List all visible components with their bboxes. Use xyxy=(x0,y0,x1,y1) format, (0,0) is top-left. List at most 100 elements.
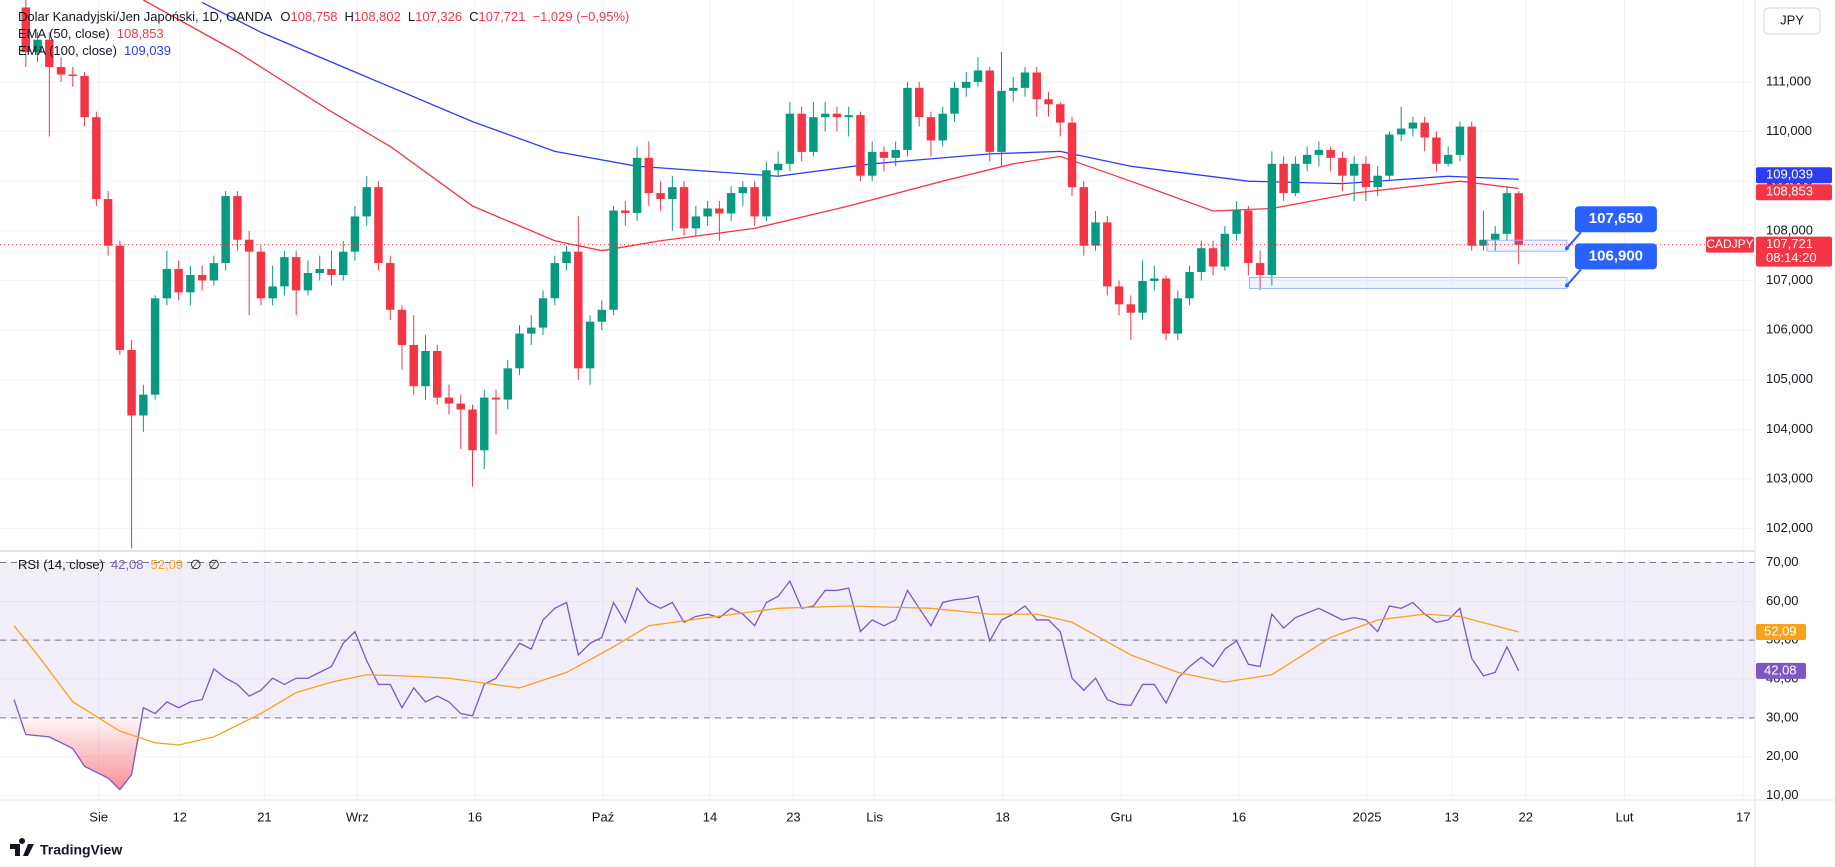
ema100-value: 109,039 xyxy=(124,43,171,58)
candle-body xyxy=(985,70,994,152)
candle-body xyxy=(362,187,371,217)
y-tick-label: 60,00 xyxy=(1766,593,1799,608)
candle-body xyxy=(1185,272,1194,299)
candle-body xyxy=(1138,280,1147,313)
candle-body xyxy=(997,90,1006,152)
candle-body xyxy=(1126,304,1136,313)
candle-body xyxy=(1314,149,1324,155)
candle-body xyxy=(374,187,383,264)
candle-body xyxy=(914,87,924,118)
candle-body xyxy=(891,149,900,158)
candle-body xyxy=(632,157,642,213)
candle-body xyxy=(1443,154,1453,164)
symbol-title: Dolar Kanadyjski/Jen Japoński, 1D, OANDA xyxy=(18,9,273,24)
candle-body xyxy=(950,87,959,114)
candle-body xyxy=(1396,128,1406,135)
ema100-legend: EMA (100, close) 109,039 xyxy=(18,43,171,58)
candle-body xyxy=(1079,187,1089,246)
ema100-name: EMA (100, close) xyxy=(18,43,117,58)
x-tick-label: 2025 xyxy=(1353,809,1382,824)
candle-body xyxy=(926,117,936,141)
callout-anchor xyxy=(1564,246,1569,251)
candle-body xyxy=(468,409,477,451)
candle-body xyxy=(197,275,207,281)
candle-body xyxy=(1267,163,1277,275)
y-tick-label: 104,000 xyxy=(1766,421,1813,436)
ohlc-key: H xyxy=(344,9,353,24)
candle-body xyxy=(397,309,407,345)
candle-body xyxy=(1056,104,1065,123)
candle-body xyxy=(1161,278,1171,334)
candle-body xyxy=(809,117,818,152)
candle-body xyxy=(115,245,125,350)
rsi-name: RSI (14, close) xyxy=(18,557,104,572)
candle-body xyxy=(433,350,442,398)
logo: TradingView xyxy=(10,837,122,858)
y-tick-label: 10,00 xyxy=(1766,787,1799,802)
rsi-badge xyxy=(1756,662,1806,679)
candle-body xyxy=(256,251,266,299)
rsi-legend: RSI (14, close) 42,08 52,09 ∅ ∅ xyxy=(18,557,220,572)
callout-tail xyxy=(1566,231,1582,249)
candle-body xyxy=(291,257,301,291)
rsi-ma-line xyxy=(13,605,1519,746)
rsi-ma-value: 52,09 xyxy=(151,557,184,572)
callout-box xyxy=(1574,243,1657,270)
candle-body xyxy=(879,151,889,158)
ohlc-key: C xyxy=(469,9,478,24)
candle-body xyxy=(315,269,324,274)
candle-body xyxy=(609,210,618,310)
candle-body xyxy=(303,273,313,291)
candle-body xyxy=(1338,157,1347,176)
x-tick-label: 17 xyxy=(1736,809,1750,824)
candle-body xyxy=(503,368,513,400)
candle-body xyxy=(480,397,489,451)
candle-body xyxy=(21,7,31,53)
rsi-pane xyxy=(0,561,1755,791)
currency-button[interactable] xyxy=(1763,7,1821,35)
price-badge xyxy=(1756,167,1832,184)
candle-body xyxy=(1220,233,1230,267)
candle-body xyxy=(1408,122,1418,129)
candle-body xyxy=(750,187,759,217)
candle-body xyxy=(174,269,183,293)
candle-body xyxy=(1349,163,1359,176)
x-tick-label: Wrz xyxy=(346,809,369,824)
y-tick-label: 111,000 xyxy=(1766,73,1811,88)
candle-body xyxy=(856,115,865,176)
x-tick-label: Gru xyxy=(1111,809,1133,824)
currency-label[interactable]: JPY xyxy=(1780,12,1804,27)
rsi-badge xyxy=(1756,624,1806,641)
y-tick-label: 108,000 xyxy=(1766,222,1813,237)
candle-body xyxy=(1032,72,1041,100)
candle-body xyxy=(762,170,771,217)
candle-body xyxy=(973,70,983,82)
candle-body xyxy=(1020,72,1030,88)
candle-body xyxy=(209,263,219,281)
candle-body xyxy=(1150,278,1159,281)
y-tick-label: 105,000 xyxy=(1766,371,1813,386)
candle-body xyxy=(268,286,277,299)
candle-body xyxy=(1232,210,1241,234)
ohlc-key: O xyxy=(280,9,290,24)
candle-body xyxy=(456,403,465,410)
ema50-legend: EMA (50, close) 108,853 xyxy=(18,26,164,41)
candle-body xyxy=(773,163,783,171)
candle-body xyxy=(186,275,195,293)
candle-body xyxy=(221,196,230,264)
candle-body xyxy=(1009,87,1018,91)
price-badge xyxy=(1756,236,1832,267)
candle-body xyxy=(1479,239,1488,246)
range-box xyxy=(1486,239,1568,252)
candle-body xyxy=(797,113,806,152)
candle-body xyxy=(139,394,148,416)
candle-body xyxy=(844,115,853,118)
candle-body xyxy=(597,309,607,322)
candle-body xyxy=(1514,193,1523,245)
candle-body xyxy=(150,298,160,395)
candle-body xyxy=(1173,298,1183,334)
x-tick-label: Paź xyxy=(592,809,614,824)
candle-body xyxy=(1279,163,1288,194)
x-tick-label: 13 xyxy=(1444,809,1458,824)
logo-text: TradingView xyxy=(40,842,122,858)
